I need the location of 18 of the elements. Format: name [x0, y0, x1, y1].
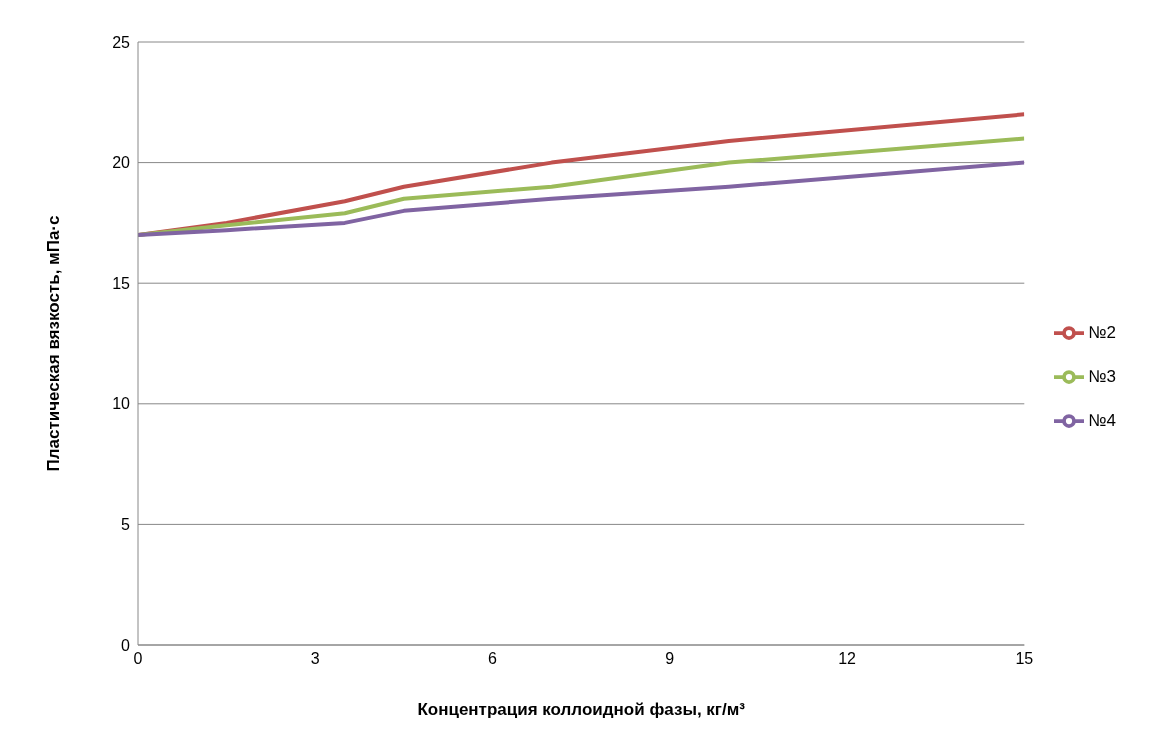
legend-label: №4: [1088, 410, 1116, 430]
y-tick-label: 20: [112, 154, 131, 172]
x-tick-label: 3: [310, 650, 320, 668]
x-tick-label: 9: [665, 650, 675, 668]
y-tick-label: 25: [112, 33, 131, 51]
x-tick-label: 0: [133, 650, 143, 668]
legend-label: №3: [1088, 366, 1116, 386]
x-axis-title: Концентрация коллоидной фазы, кг/м³: [417, 700, 746, 719]
x-tick-label: 6: [488, 650, 498, 668]
line-series: [138, 160, 1025, 237]
y-tick-label: 15: [112, 274, 131, 292]
y-axis-title: Пластическая вязкость, мПа·с: [44, 215, 64, 472]
y-tick-label: 0: [121, 636, 131, 654]
legend-label: №2: [1088, 322, 1116, 342]
x-tick-label: 12: [838, 650, 857, 668]
y-tick-label: 5: [121, 516, 131, 534]
x-tick-label: 15: [1015, 650, 1034, 668]
y-tick-label: 10: [112, 395, 131, 413]
